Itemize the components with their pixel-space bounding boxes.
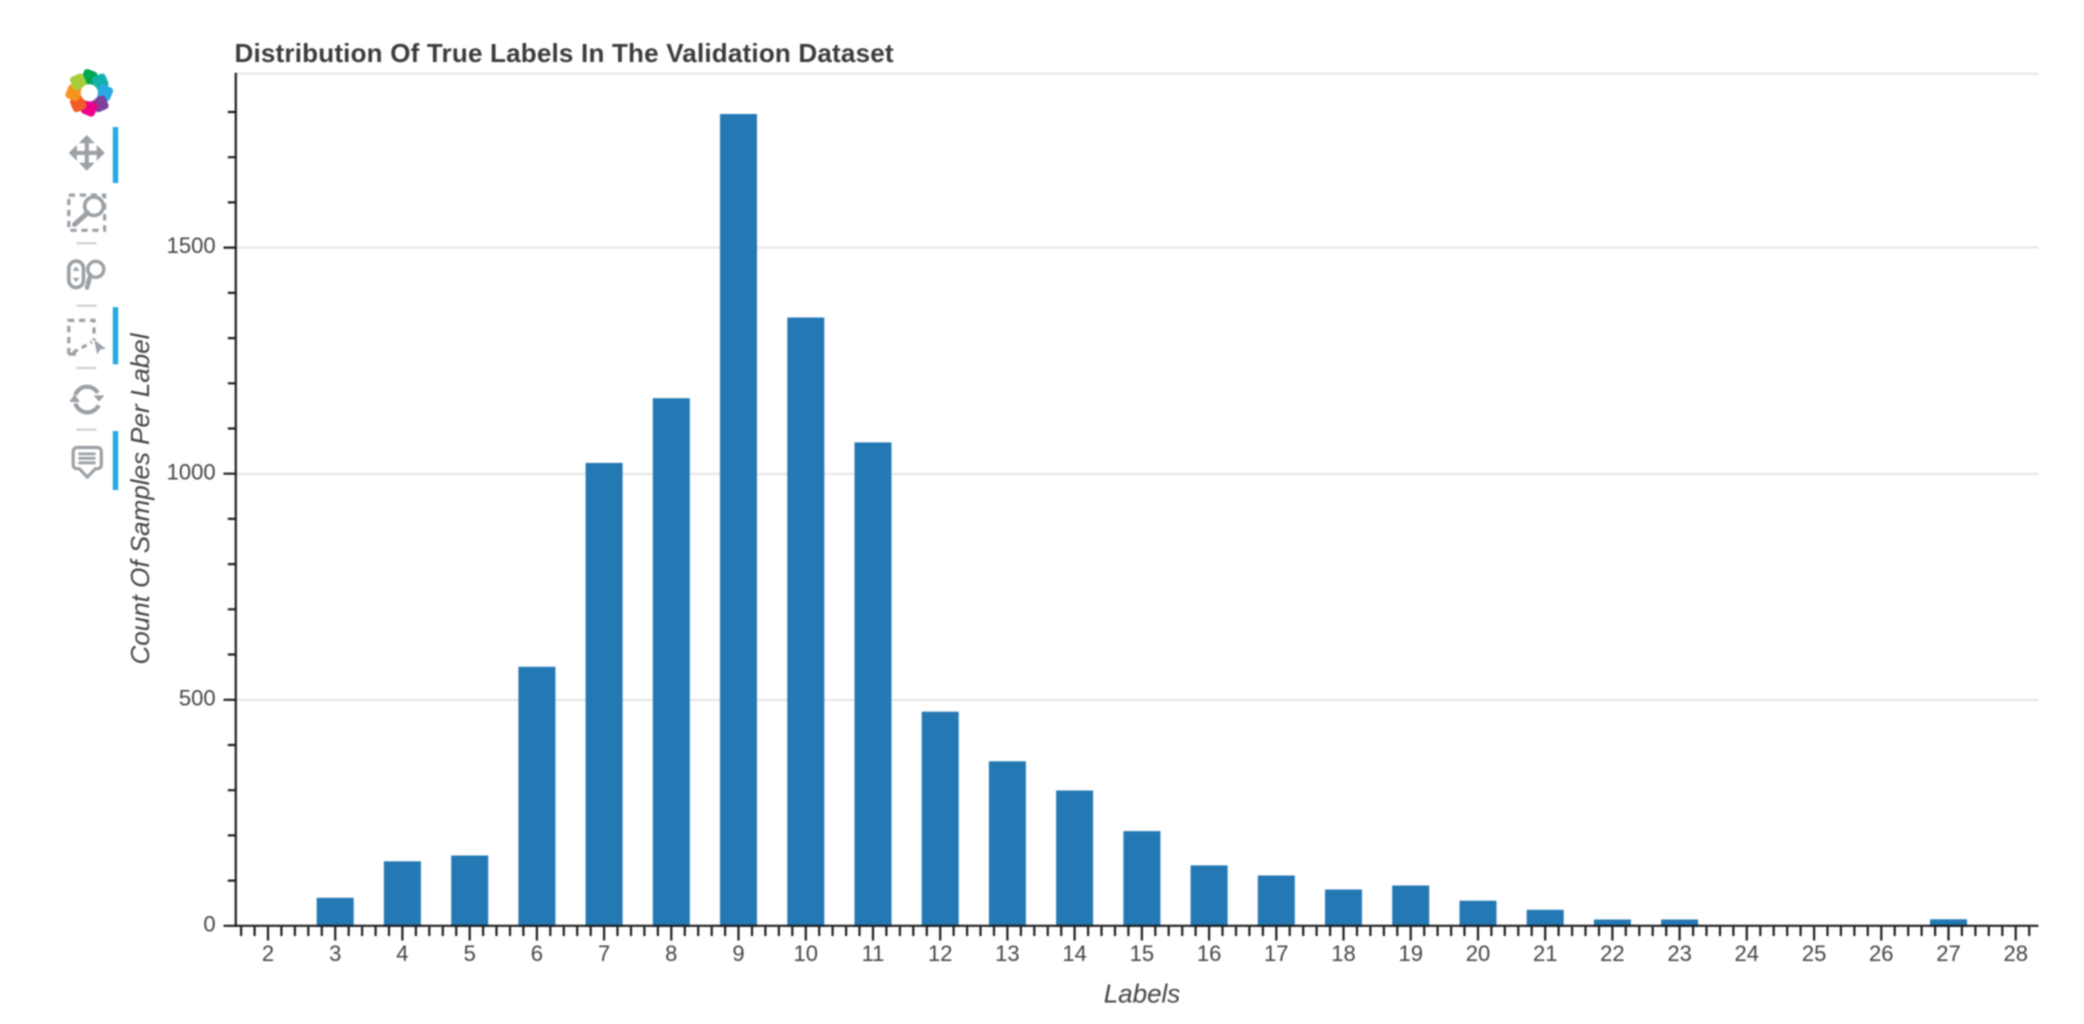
svg-text:0: 0 bbox=[203, 911, 215, 936]
svg-text:12: 12 bbox=[928, 941, 952, 966]
svg-text:7: 7 bbox=[598, 941, 610, 966]
svg-text:500: 500 bbox=[179, 686, 216, 711]
svg-text:20: 20 bbox=[1466, 941, 1490, 966]
svg-text:9: 9 bbox=[732, 941, 744, 966]
svg-text:28: 28 bbox=[2003, 941, 2027, 966]
svg-text:11: 11 bbox=[862, 941, 885, 966]
svg-text:23: 23 bbox=[1667, 941, 1691, 966]
svg-text:5: 5 bbox=[464, 941, 476, 966]
svg-text:14: 14 bbox=[1062, 941, 1086, 966]
svg-text:21: 21 bbox=[1533, 941, 1557, 966]
svg-text:25: 25 bbox=[1802, 941, 1826, 966]
svg-text:16: 16 bbox=[1197, 941, 1221, 966]
svg-text:4: 4 bbox=[396, 941, 408, 966]
svg-text:13: 13 bbox=[995, 941, 1019, 966]
svg-text:24: 24 bbox=[1735, 941, 1759, 966]
svg-text:10: 10 bbox=[794, 941, 818, 966]
svg-text:22: 22 bbox=[1600, 941, 1624, 966]
svg-text:3: 3 bbox=[329, 941, 341, 966]
svg-text:15: 15 bbox=[1130, 941, 1154, 966]
svg-text:26: 26 bbox=[1869, 941, 1893, 966]
svg-text:1500: 1500 bbox=[167, 233, 216, 258]
svg-text:6: 6 bbox=[531, 941, 543, 966]
svg-text:18: 18 bbox=[1331, 941, 1355, 966]
svg-text:27: 27 bbox=[1936, 941, 1960, 966]
svg-text:8: 8 bbox=[665, 941, 677, 966]
svg-text:2: 2 bbox=[262, 941, 274, 966]
svg-text:17: 17 bbox=[1264, 941, 1288, 966]
svg-text:19: 19 bbox=[1398, 941, 1422, 966]
svg-text:Labels: Labels bbox=[1104, 979, 1181, 1009]
svg-text:Distribution Of True Labels In: Distribution Of True Labels In The Valid… bbox=[235, 38, 894, 68]
svg-text:1000: 1000 bbox=[167, 460, 216, 485]
svg-text:Count Of Samples Per Label: Count Of Samples Per Label bbox=[125, 332, 155, 664]
